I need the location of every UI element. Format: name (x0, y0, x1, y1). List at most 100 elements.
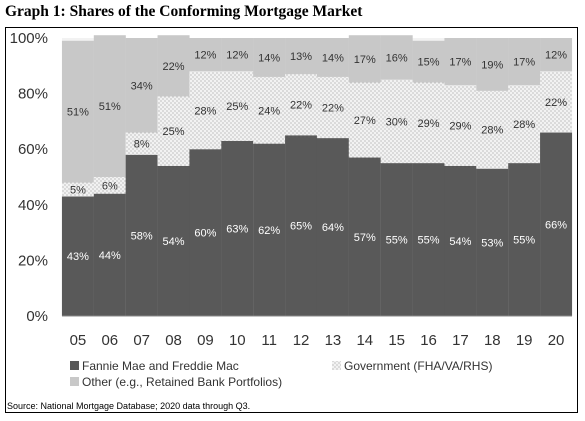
data-label-government-07: 8% (134, 139, 150, 151)
legend-label-fannie: Fannie Mae and Freddie Mac (82, 359, 239, 373)
data-label-government-13: 22% (322, 103, 344, 115)
data-label-other-18: 19% (481, 59, 503, 71)
data-label-other-07: 34% (131, 80, 153, 92)
bar-segment-other-18 (476, 38, 509, 91)
data-label-other-06: 51% (99, 101, 121, 113)
bar-segment-fannie-12 (285, 135, 318, 316)
data-label-fannie-08: 54% (163, 236, 185, 248)
source-note: Source: National Mortgage Database; 2020… (7, 401, 251, 411)
bar-segment-other-19 (508, 38, 541, 86)
x-tick-label: 06 (101, 332, 118, 349)
bar-segment-other-07 (125, 38, 158, 133)
x-tick-label: 13 (325, 332, 342, 349)
x-tick-label: 16 (420, 332, 437, 349)
data-label-fannie-10: 63% (226, 223, 248, 235)
bar-segment-other-12 (285, 38, 318, 75)
data-label-other-16: 15% (418, 57, 440, 69)
x-tick-label: 20 (548, 332, 565, 349)
bar-segment-other-09 (189, 38, 222, 72)
data-label-other-11: 14% (258, 52, 280, 64)
x-tick-label: 19 (516, 332, 533, 349)
data-label-government-16: 29% (418, 118, 440, 130)
legend-swatch-government (332, 361, 341, 370)
data-label-government-11: 24% (258, 105, 280, 117)
data-label-fannie-14: 57% (354, 232, 376, 244)
bar-segment-other-06 (93, 35, 126, 177)
bar-segment-fannie-19 (508, 163, 541, 316)
data-label-other-15: 16% (386, 52, 408, 64)
legend-swatch-fannie (70, 361, 79, 370)
data-label-government-08: 25% (163, 126, 185, 138)
bar-segment-government-11 (253, 76, 286, 144)
bar-segment-government-12 (285, 74, 318, 136)
data-label-government-19: 28% (513, 119, 535, 131)
bar-segment-fannie-20 (540, 132, 573, 316)
y-tick-label: 80% (18, 86, 48, 103)
bar-segment-fannie-11 (253, 143, 286, 316)
data-label-other-13: 14% (322, 52, 344, 64)
legend-label-government: Government (FHA/VA/RHS) (344, 359, 492, 373)
data-label-fannie-19: 55% (513, 235, 535, 247)
bar-segment-government-08 (157, 96, 190, 166)
chart-frame (5, 27, 578, 413)
bar-segment-government-05 (61, 182, 94, 197)
bar-segment-fannie-06 (93, 193, 126, 316)
bar-segment-fannie-09 (189, 149, 222, 316)
x-tick-label: 17 (452, 332, 469, 349)
bar-segment-government-18 (476, 90, 509, 169)
x-tick-label: 12 (293, 332, 310, 349)
y-tick-label: 60% (18, 141, 48, 158)
data-label-fannie-09: 60% (194, 228, 216, 240)
bar-segment-fannie-13 (316, 138, 349, 316)
legend-swatch-other (70, 377, 79, 386)
bar-segment-other-11 (253, 38, 286, 77)
y-tick-label: 100% (10, 30, 48, 47)
bar-segment-other-05 (61, 40, 94, 183)
bar-segment-government-16 (412, 82, 445, 164)
bar-segment-government-20 (540, 71, 573, 133)
data-label-other-20: 12% (545, 50, 567, 62)
data-label-other-14: 17% (354, 54, 376, 66)
data-label-fannie-20: 66% (545, 219, 567, 231)
bar-segment-other-16 (412, 40, 445, 83)
data-label-government-17: 29% (449, 121, 471, 133)
data-label-fannie-05: 43% (67, 251, 89, 263)
data-label-fannie-11: 62% (258, 225, 280, 237)
data-label-fannie-13: 64% (322, 222, 344, 234)
data-label-fannie-16: 55% (418, 235, 440, 247)
bar-segment-fannie-07 (125, 154, 158, 316)
data-label-government-12: 22% (290, 100, 312, 112)
y-tick-label: 0% (26, 308, 48, 325)
bar-segment-fannie-08 (157, 165, 190, 316)
bar-segment-other-08 (157, 35, 190, 97)
bar-segment-fannie-14 (348, 157, 381, 316)
data-label-government-05: 5% (70, 185, 86, 197)
bar-segment-government-07 (125, 132, 158, 155)
bar-segment-other-13 (316, 38, 349, 77)
y-tick-label: 40% (18, 197, 48, 214)
data-label-fannie-06: 44% (99, 250, 121, 262)
data-label-other-08: 22% (163, 61, 185, 73)
bar-segment-government-09 (189, 71, 222, 150)
data-label-government-10: 25% (226, 101, 248, 113)
x-tick-label: 14 (356, 332, 373, 349)
data-label-government-18: 28% (481, 125, 503, 137)
x-tick-label: 11 (261, 332, 277, 349)
data-label-other-17: 17% (449, 57, 471, 69)
bar-segment-government-13 (316, 76, 349, 139)
bar-segment-government-06 (93, 177, 126, 194)
data-label-fannie-17: 54% (449, 236, 471, 248)
data-label-other-10: 12% (226, 50, 248, 62)
data-label-other-12: 13% (290, 51, 312, 63)
data-label-government-06: 6% (102, 180, 118, 192)
data-label-fannie-12: 65% (290, 221, 312, 233)
data-label-other-19: 17% (513, 57, 535, 69)
x-tick-label: 15 (388, 332, 405, 349)
chart-title: Graph 1: Shares of the Conforming Mortga… (5, 3, 363, 20)
x-tick-label: 07 (133, 332, 150, 349)
bar-segment-other-15 (380, 35, 413, 80)
data-label-government-20: 22% (545, 97, 567, 109)
bar-segment-government-14 (348, 82, 381, 158)
bar-segment-government-19 (508, 85, 541, 164)
